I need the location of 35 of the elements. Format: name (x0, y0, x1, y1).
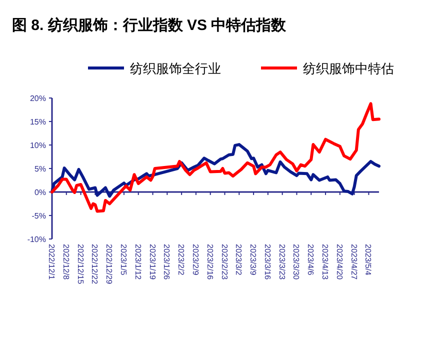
x-tick-label: 2023/3/9 (248, 244, 258, 276)
y-tick-label: 5% (34, 164, 46, 174)
y-tick-label: -10% (27, 235, 46, 244)
y-tick-label: 20% (30, 94, 46, 103)
x-tick-label: 2023/5/4 (364, 244, 373, 276)
x-tick-label: 2022/12/15 (76, 244, 85, 285)
x-tick-label: 2023/3/2 (234, 244, 244, 276)
y-tick-label: -5% (32, 212, 46, 220)
x-tick-label: 2023/4/6 (306, 244, 316, 276)
x-tick-label: 2022/12/1 (47, 244, 56, 280)
x-tick-label: 2022/12/22 (90, 244, 100, 285)
x-tick-label: 2023/3/30 (292, 244, 301, 280)
x-tick-label: 2023/1/5 (118, 244, 128, 276)
x-tick-label: 2023/2/9 (190, 244, 200, 276)
x-tick-label: 2023/3/23 (277, 244, 286, 280)
y-tick-label: 15% (30, 118, 46, 126)
line-series (50, 102, 380, 213)
x-tick-label: 2023/4/13 (320, 244, 330, 280)
y-tick-label: 0% (34, 188, 46, 197)
x-tick-label: 2023/2/16 (205, 244, 214, 280)
x-tick-label: 2023/1/26 (162, 244, 172, 280)
x-tick-label: 2022/12/29 (104, 244, 114, 285)
chart-title: 图 8. 纺织服饰：行业指数 VS 中特估指数 (12, 16, 288, 34)
x-tick-label: 2023/1/19 (148, 244, 157, 280)
x-tick-label: 2023/4/20 (334, 244, 344, 280)
x-tick-label: 2022/12/8 (61, 244, 70, 280)
x-tick-label: 2023/2/23 (220, 244, 229, 280)
y-tick-label: 10% (30, 141, 46, 150)
x-tick-label: 2023/2/2 (176, 244, 186, 276)
line-series (50, 143, 380, 198)
x-tick-label: 2023/4/27 (349, 244, 358, 280)
legend-label: 纺织服饰中特估 (303, 61, 394, 76)
x-tick-label: 2023/3/16 (262, 244, 272, 280)
legend-label: 纺织服饰全行业 (130, 61, 221, 76)
x-tick-label: 2023/1/12 (133, 244, 142, 280)
